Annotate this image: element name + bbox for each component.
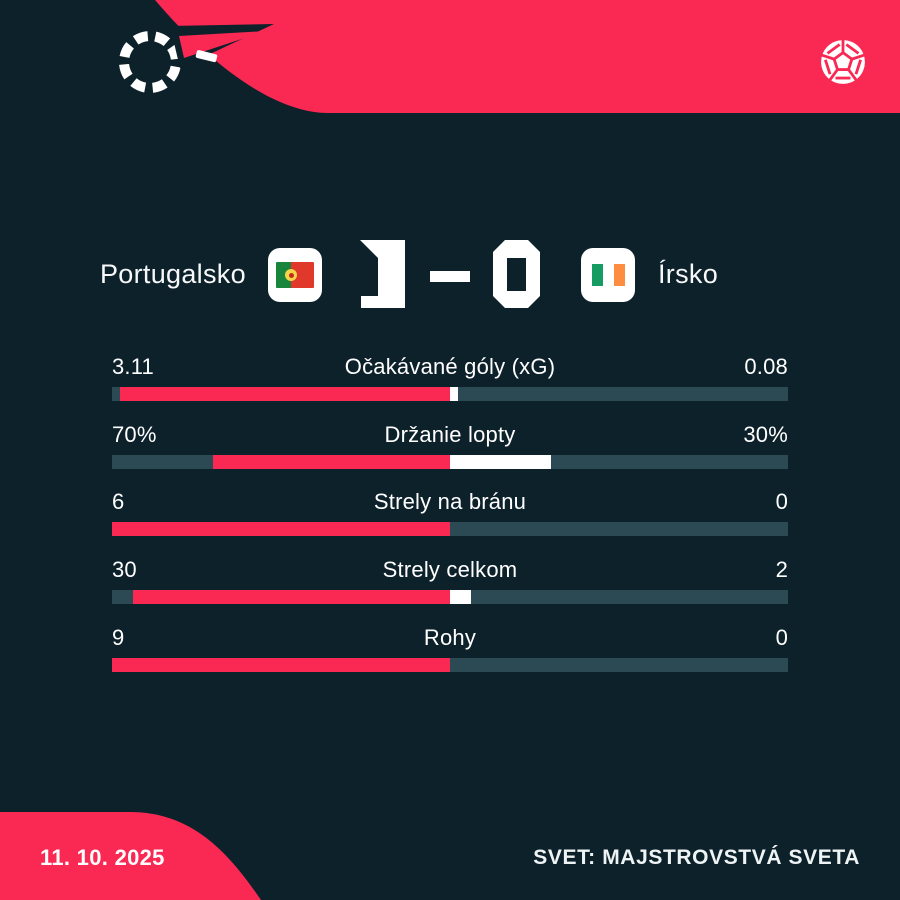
ireland-flag-icon — [591, 264, 625, 286]
stat-bar-away-fill — [450, 454, 552, 469]
stat-row: 70% Držanie lopty 30% — [112, 422, 788, 490]
stat-home-value: 30 — [112, 557, 137, 583]
portugal-flag-icon — [276, 262, 314, 288]
stat-bar — [112, 590, 788, 605]
stat-bar — [112, 657, 788, 672]
stat-home-value: 6 — [112, 489, 125, 515]
stat-label: Strely celkom — [382, 557, 518, 583]
stat-bar-home-fill — [112, 657, 450, 672]
home-team-name: Portugalsko — [100, 259, 246, 289]
stat-away-value: 2 — [775, 557, 788, 583]
stat-label: Strely na bránu — [373, 489, 527, 515]
score-display — [360, 240, 540, 308]
stat-bar-home-fill — [120, 387, 450, 401]
competition-name: SVET: MAJSTROVSTVÁ SVETA — [533, 846, 860, 869]
stat-bar-home-fill — [213, 454, 450, 469]
stat-away-value: 0 — [775, 489, 788, 515]
stat-label: Držanie lopty — [384, 421, 516, 447]
match-date: 11. 10. 2025 — [40, 845, 165, 870]
stat-row: 9 Rohy 0 — [112, 625, 788, 693]
flashscore-logo-icon — [119, 24, 274, 93]
stat-row: 3.11 Očakávané góly (xG) 0.08 — [112, 354, 788, 422]
away-flag-tile — [581, 248, 635, 302]
stat-bar-home-fill — [133, 590, 450, 605]
home-score-digit — [360, 240, 405, 308]
stat-bar — [112, 387, 788, 401]
stat-label: Rohy — [423, 624, 477, 650]
stat-bar — [112, 522, 788, 537]
soccer-ball-icon — [821, 39, 865, 84]
stats-panel: 3.11 Očakávané góly (xG) 0.08 70% Držani… — [112, 354, 788, 692]
stat-home-value: 70% — [112, 421, 157, 447]
bottom-banner — [0, 812, 261, 900]
away-team-name: Írsko — [658, 259, 719, 289]
away-score-digit — [493, 240, 540, 308]
stat-away-value: 30% — [743, 421, 788, 447]
stat-bar-away-fill — [450, 387, 459, 401]
stat-away-value: 0.08 — [744, 354, 788, 379]
stat-bar-home-fill — [112, 522, 450, 537]
stat-label: Očakávané góly (xG) — [344, 354, 556, 379]
score-separator — [430, 271, 470, 282]
stat-bar-away-fill — [450, 590, 472, 605]
stat-row: 30 Strely celkom 2 — [112, 557, 788, 625]
top-banner — [155, 0, 900, 113]
stat-away-value: 0 — [775, 624, 788, 650]
stat-bar — [112, 454, 788, 469]
stat-home-value: 3.11 — [112, 354, 154, 379]
home-flag-tile — [268, 248, 322, 302]
stat-home-value: 9 — [112, 624, 125, 650]
stat-row: 6 Strely na bránu 0 — [112, 489, 788, 557]
